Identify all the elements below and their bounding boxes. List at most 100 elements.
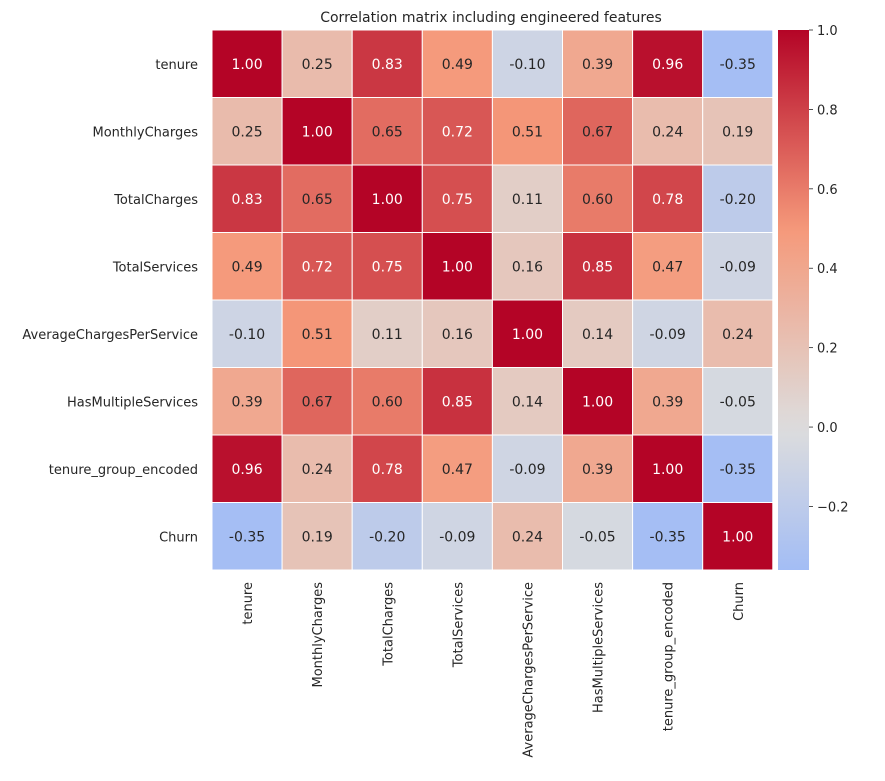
cell-value-label: 0.16 xyxy=(512,259,543,275)
cell-value-label: 1.00 xyxy=(231,57,262,73)
heatmap-cell xyxy=(491,232,563,301)
cell-value-label: 0.25 xyxy=(302,57,333,73)
row-tick-labels: tenure MonthlyCharges TotalCharges TotalSer… xyxy=(22,58,198,546)
heatmap-cell xyxy=(632,299,704,368)
cell-value-label: -0.35 xyxy=(229,529,265,545)
col-tick-labels: tenure MonthlyCharges TotalCharges TotalSer… xyxy=(241,582,747,758)
cell-value-label: 0.96 xyxy=(231,462,262,478)
cell-value-label: 0.67 xyxy=(302,394,333,410)
heatmap-cell xyxy=(421,502,493,571)
heatmap-cell xyxy=(421,164,493,233)
cell-value-label: 0.51 xyxy=(302,327,333,343)
cell-value-label: 0.47 xyxy=(652,259,683,275)
cell-value-label: 0.51 xyxy=(512,124,543,140)
cell-value-label: 1.00 xyxy=(442,259,473,275)
heatmap-cell xyxy=(281,164,353,233)
row-tick-label: AverageChargesPerService xyxy=(22,328,198,343)
cell-value-label: 0.65 xyxy=(302,192,333,208)
heatmap-cell xyxy=(421,29,493,98)
cell-value-label: 0.75 xyxy=(442,192,473,208)
heatmap-cell xyxy=(702,299,774,368)
cell-value-label: -0.35 xyxy=(720,57,756,73)
cell-value-label: 0.39 xyxy=(582,462,613,478)
cell-value-label: 0.24 xyxy=(722,327,753,343)
colorbar-tick-label: 0.4 xyxy=(817,262,838,277)
cell-value-label: 0.85 xyxy=(582,259,613,275)
cell-value-label: 0.24 xyxy=(652,124,683,140)
heatmap-cell xyxy=(491,502,563,571)
col-tick-label: MonthlyCharges xyxy=(311,582,326,688)
heatmap-cell xyxy=(351,502,423,571)
heatmap-cell xyxy=(702,164,774,233)
row-tick-label: MonthlyCharges xyxy=(93,125,199,140)
heatmap-cell xyxy=(351,164,423,233)
cell-value-label: 0.16 xyxy=(442,327,473,343)
heatmap-cell xyxy=(702,434,774,503)
heatmap-cell xyxy=(491,367,563,436)
heatmap-cell xyxy=(562,29,634,98)
cell-value-label: -0.09 xyxy=(720,259,756,275)
cell-value-label: -0.05 xyxy=(720,394,756,410)
heatmap-cell xyxy=(562,367,634,436)
heatmap-cell xyxy=(351,29,423,98)
col-tick-label: TotalCharges xyxy=(381,582,396,667)
cell-value-label: 0.24 xyxy=(302,462,333,478)
cell-value-label: 0.78 xyxy=(652,192,683,208)
row-tick-label: TotalCharges xyxy=(113,193,198,208)
cell-value-label: 1.00 xyxy=(722,529,753,545)
chart-title: Correlation matrix including engineered … xyxy=(320,10,662,26)
colorbar-tick-label: 0.8 xyxy=(817,103,838,118)
cell-value-label: 1.00 xyxy=(512,327,543,343)
row-tick-label: HasMultipleServices xyxy=(67,395,198,410)
heatmap-cell xyxy=(491,434,563,503)
cell-value-label: 0.83 xyxy=(372,57,403,73)
heatmap-cell xyxy=(281,367,353,436)
heatmap-cell xyxy=(351,367,423,436)
heatmap-cell xyxy=(211,29,283,98)
heatmap-cell xyxy=(491,299,563,368)
heatmap-cell xyxy=(281,434,353,503)
heatmap-cell xyxy=(562,299,634,368)
heatmap-cell xyxy=(562,97,634,166)
cell-value-label: -0.20 xyxy=(369,529,405,545)
cell-value-label: -0.20 xyxy=(720,192,756,208)
colorbar-tick-label: 1.0 xyxy=(817,24,838,39)
row-tick-label: TotalServices xyxy=(112,260,198,275)
cell-value-label: 0.39 xyxy=(652,394,683,410)
cell-value-label: 0.14 xyxy=(512,394,543,410)
col-tick-label: tenure xyxy=(241,582,256,625)
cell-value-label: 0.19 xyxy=(722,124,753,140)
heatmap-cell xyxy=(281,29,353,98)
heatmap-cell xyxy=(351,232,423,301)
colorbar-tick-label: −0.2 xyxy=(817,500,849,515)
cell-value-label: 0.25 xyxy=(231,124,262,140)
cell-value-label: 0.60 xyxy=(582,192,613,208)
cell-value-label: -0.10 xyxy=(509,57,545,73)
cell-value-label: 1.00 xyxy=(652,462,683,478)
heatmap-cells: 1.00 0.25 0.83 0.49 -0.10 0.39 0.96 -0.35 0.25 1.… xyxy=(211,29,774,571)
heatmap-cell xyxy=(702,367,774,436)
heatmap-cell xyxy=(702,502,774,571)
heatmap-cell xyxy=(211,434,283,503)
cell-value-label: 0.39 xyxy=(231,394,262,410)
heatmap-cell xyxy=(421,97,493,166)
col-tick-label: AverageChargesPerService xyxy=(521,582,536,758)
cell-value-label: 0.60 xyxy=(372,394,403,410)
cell-value-label: -0.09 xyxy=(650,327,686,343)
cell-value-label: 0.67 xyxy=(582,124,613,140)
cell-value-label: 0.47 xyxy=(442,462,473,478)
row-tick-label: tenure_group_encoded xyxy=(49,463,198,478)
cell-value-label: 0.96 xyxy=(652,57,683,73)
heatmap-cell xyxy=(632,164,704,233)
cell-value-label: 0.11 xyxy=(372,327,403,343)
heatmap-cell xyxy=(351,434,423,503)
colorbar-gradient xyxy=(778,30,809,570)
cell-value-label: 1.00 xyxy=(582,394,613,410)
col-tick-label: HasMultipleServices xyxy=(592,582,607,713)
heatmap-cell xyxy=(281,502,353,571)
heatmap-cell xyxy=(211,232,283,301)
cell-value-label: 0.78 xyxy=(372,462,403,478)
colorbar-tick-label: 0.0 xyxy=(817,421,838,436)
